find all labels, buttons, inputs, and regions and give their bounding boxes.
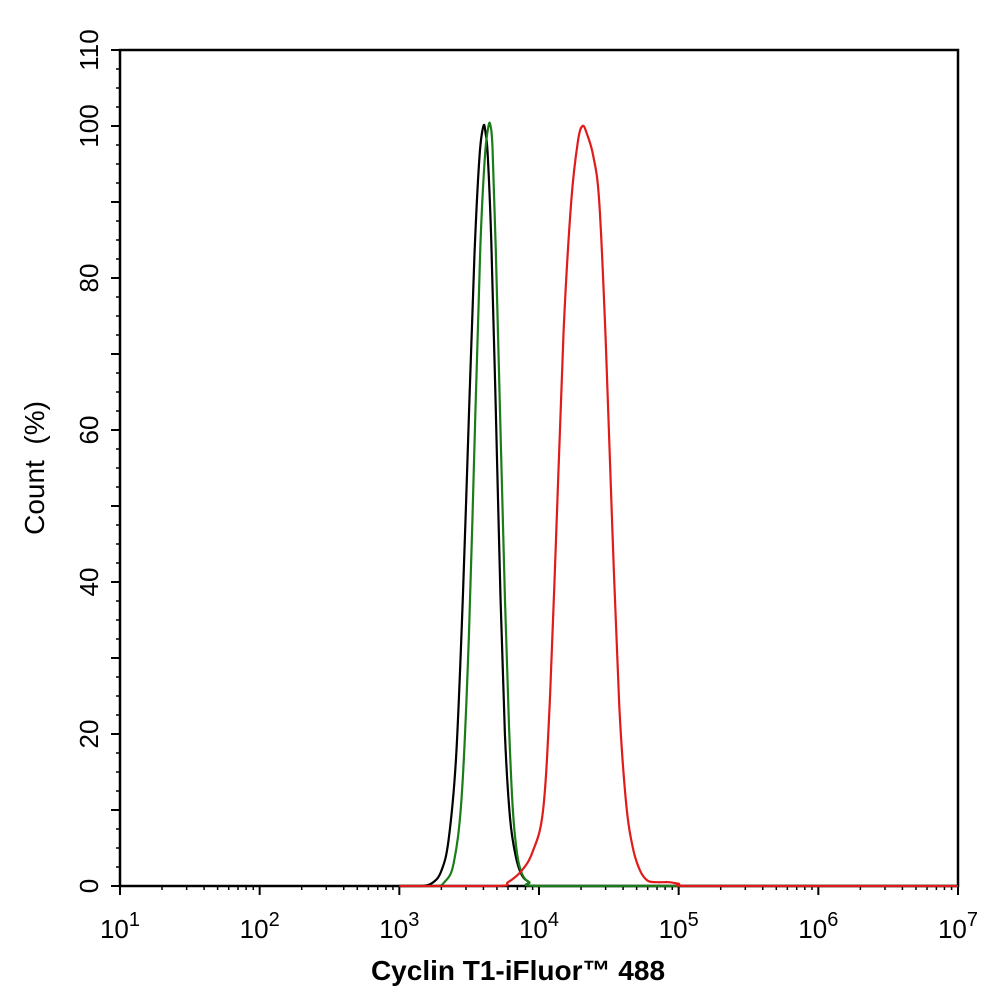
x-tick-exponent: 3 — [408, 909, 419, 931]
x-tick-label: 102 — [240, 909, 280, 944]
y-tick-labels: 0 20 40 60 80 100 110 — [74, 29, 104, 893]
x-tick-base: 10 — [659, 914, 688, 944]
x-tick-label: 106 — [798, 909, 838, 944]
x-tick-exponent: 2 — [269, 909, 280, 931]
x-tick-label: 107 — [938, 909, 978, 944]
x-tick-base: 10 — [240, 914, 269, 944]
x-tick-exponent: 5 — [688, 909, 699, 931]
x-tick-exponent: 1 — [129, 909, 140, 931]
y-tick-label: 110 — [74, 29, 104, 70]
x-tick-label: 101 — [100, 909, 140, 944]
series-line-2 — [399, 124, 958, 888]
y-tick-label: 100 — [74, 104, 104, 147]
y-tick-label: 20 — [74, 720, 104, 749]
plot-area — [118, 48, 960, 888]
series-line-1 — [399, 121, 958, 888]
y-tick-label: 0 — [74, 879, 104, 893]
y-tick-label: 80 — [74, 264, 104, 293]
x-tick-label: 105 — [659, 909, 699, 944]
x-tick-exponent: 7 — [967, 909, 978, 931]
x-tick-label: 103 — [379, 909, 419, 944]
series-layer — [399, 121, 958, 888]
x-tick-labels: 101 102 103 104 105 106 107 — [100, 909, 978, 944]
x-tick-base: 10 — [519, 914, 548, 944]
x-tick-label: 104 — [519, 909, 559, 944]
x-axis-title: Cyclin T1-iFluor™ 488 — [371, 955, 665, 986]
y-tick-label: 60 — [74, 416, 104, 445]
y-axis-title: Count (%) — [19, 401, 50, 535]
x-tick-exponent: 4 — [548, 909, 559, 931]
x-tick-base: 10 — [100, 914, 129, 944]
x-tick-exponent: 6 — [827, 909, 838, 931]
x-tick-base: 10 — [798, 914, 827, 944]
x-tick-base: 10 — [938, 914, 967, 944]
major-ticks — [111, 49, 959, 895]
y-tick-label: 40 — [74, 568, 104, 597]
x-tick-base: 10 — [379, 914, 408, 944]
